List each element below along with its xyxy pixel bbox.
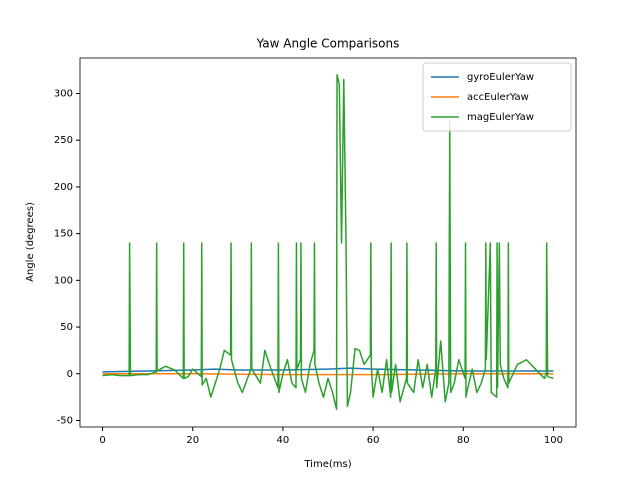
chart-title: Yaw Angle Comparisons bbox=[256, 37, 400, 51]
x-tick-label: 60 bbox=[367, 435, 380, 446]
x-tick-label: 20 bbox=[186, 435, 199, 446]
x-axis-label: Time(ms) bbox=[303, 459, 351, 470]
series-line bbox=[102, 74, 554, 411]
legend-label: magEulerYaw bbox=[467, 112, 534, 123]
legend-label: gyroEulerYaw bbox=[467, 72, 534, 83]
x-tick-label: 0 bbox=[99, 435, 105, 446]
y-tick-label: 250 bbox=[54, 135, 73, 146]
y-tick-label: 0 bbox=[67, 369, 73, 380]
y-tick-label: 300 bbox=[54, 88, 73, 99]
y-tick-label: -50 bbox=[57, 415, 73, 426]
y-tick-label: 200 bbox=[54, 182, 73, 193]
x-tick-label: 80 bbox=[457, 435, 470, 446]
legend-label: accEulerYaw bbox=[467, 92, 529, 103]
y-tick-label: 100 bbox=[54, 275, 73, 286]
y-tick-label: 150 bbox=[54, 229, 73, 240]
x-tick-label: 100 bbox=[544, 435, 563, 446]
y-axis-label: Angle (degrees) bbox=[25, 202, 36, 282]
plot-frame bbox=[79, 57, 577, 428]
y-tick-label: 50 bbox=[60, 322, 73, 333]
x-tick-label: 40 bbox=[277, 435, 290, 446]
legend-box bbox=[422, 62, 572, 132]
